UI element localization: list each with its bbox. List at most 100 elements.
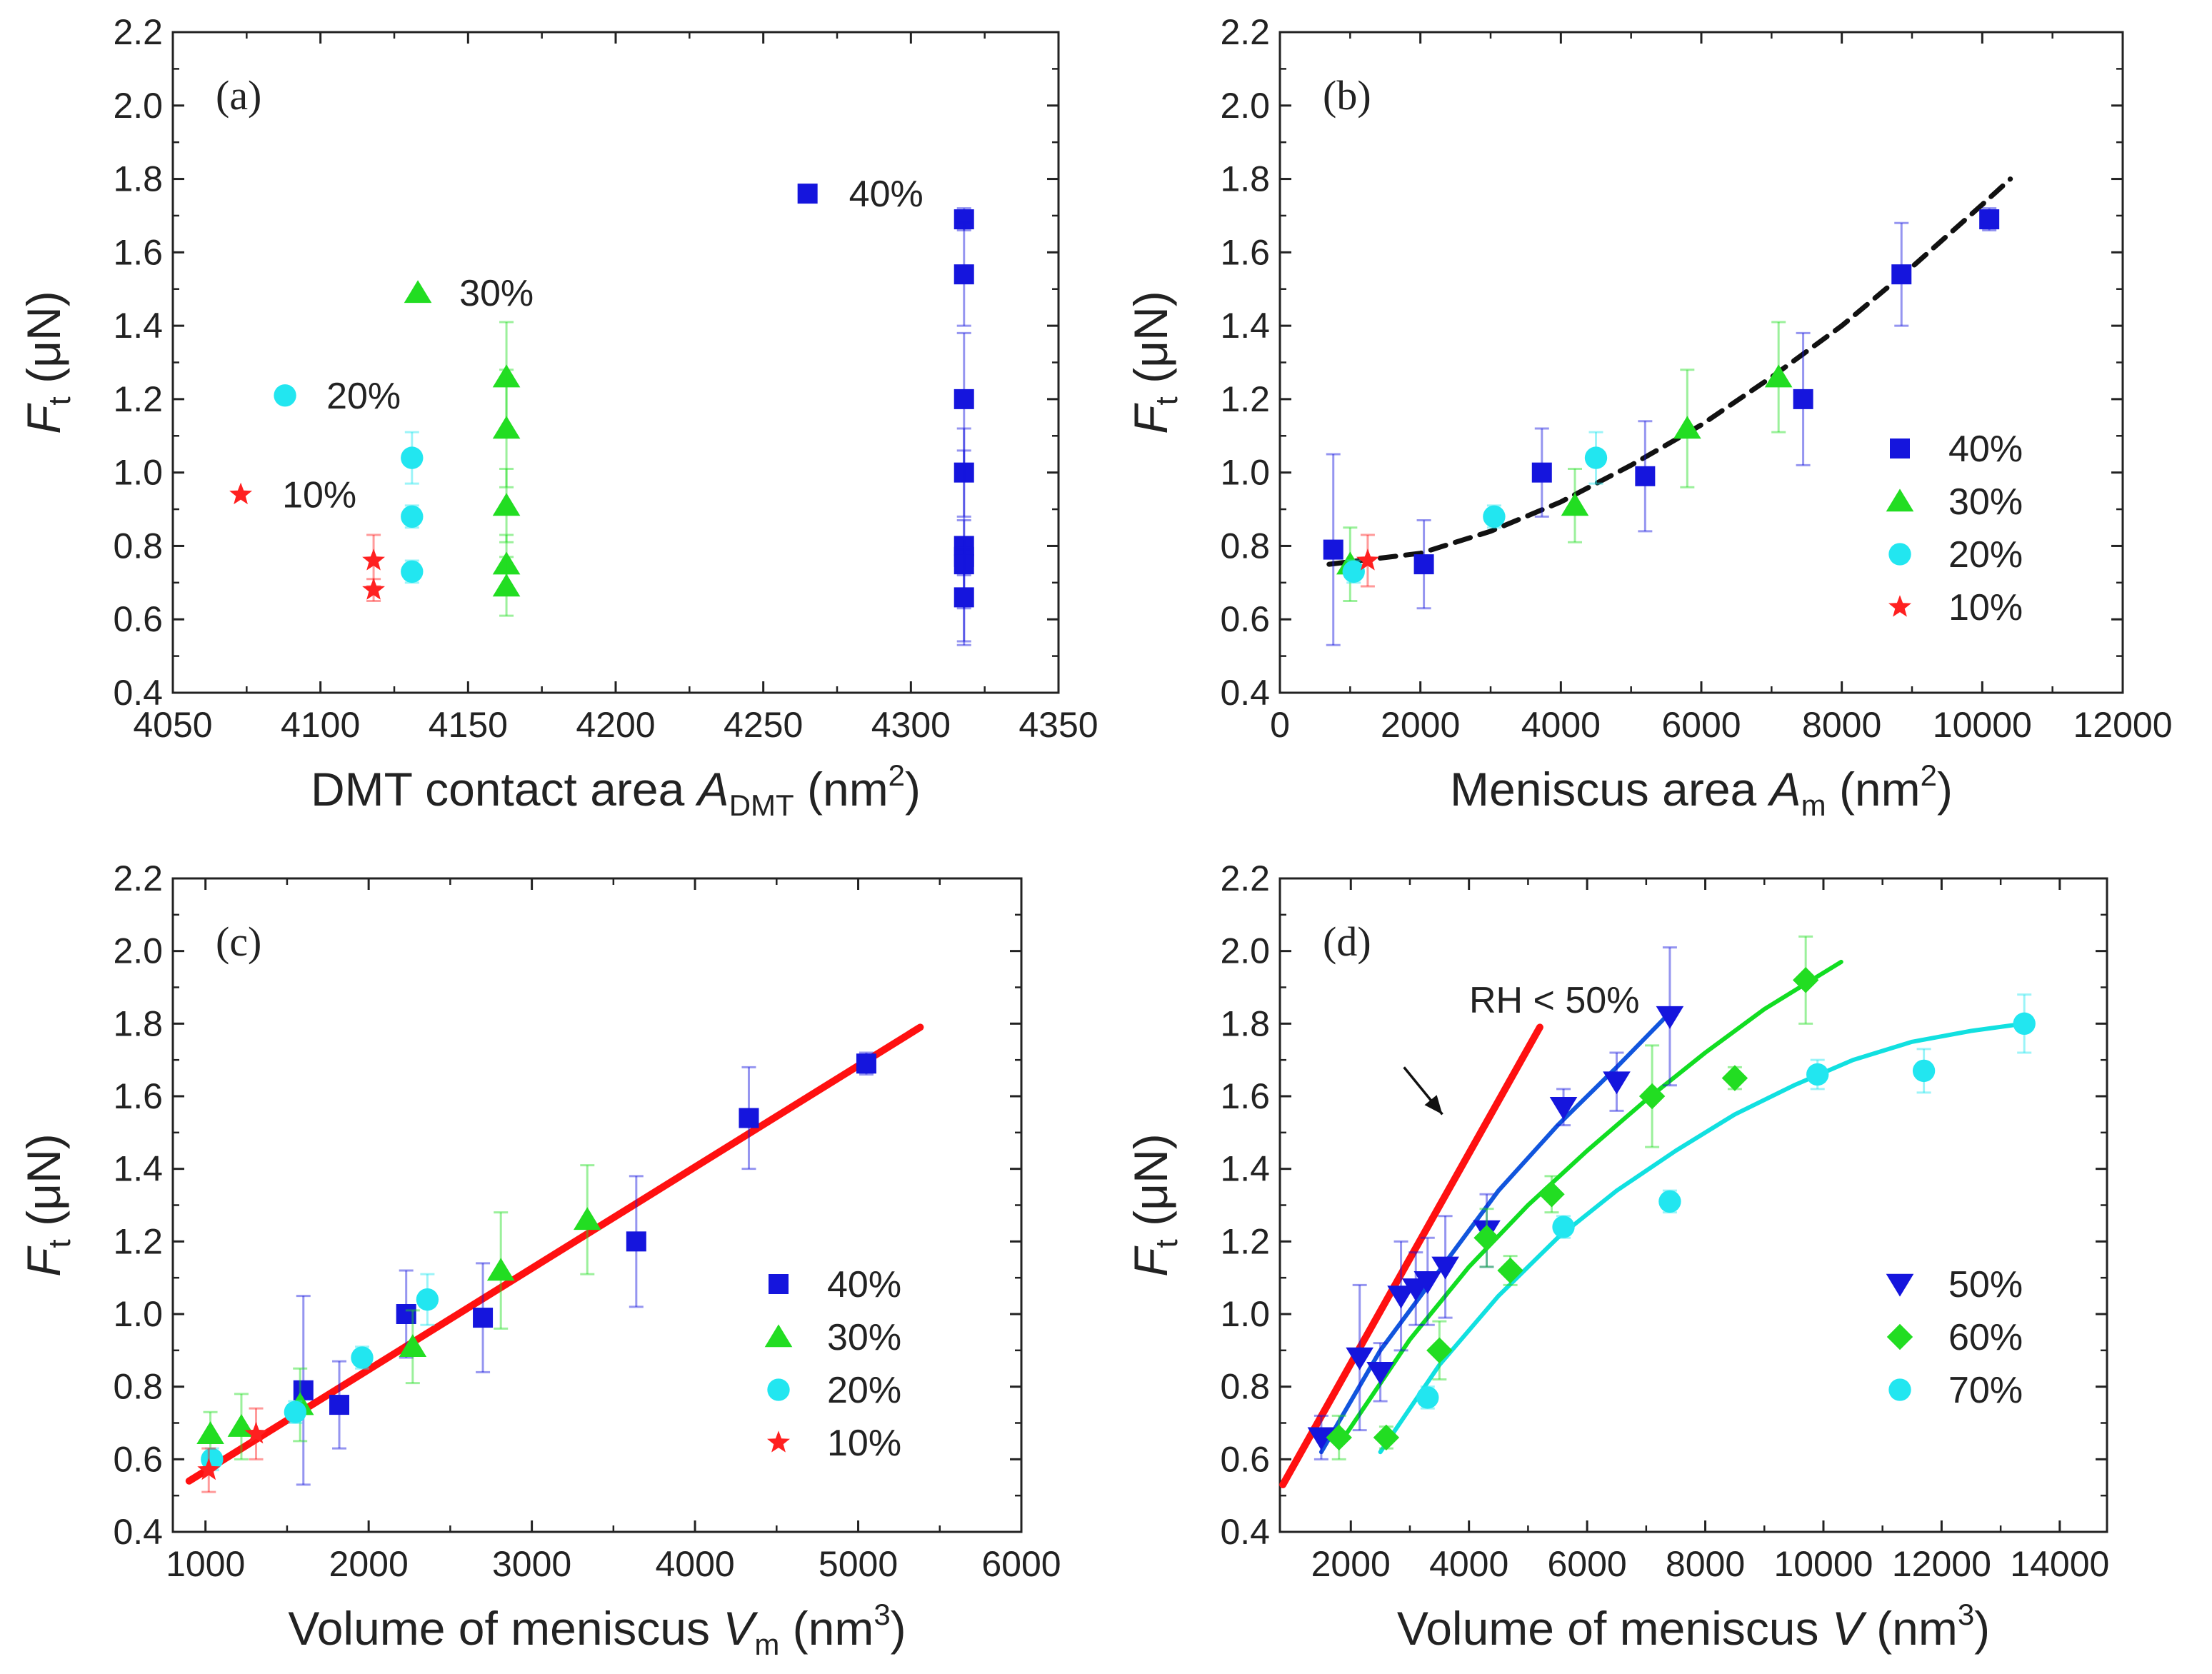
- data-point: [1603, 1071, 1631, 1095]
- data-point: [492, 551, 521, 575]
- y-tick-label: 0.4: [113, 673, 163, 713]
- data-point: [1387, 1285, 1415, 1309]
- data-point: [1635, 466, 1656, 486]
- data-point: [1483, 505, 1506, 528]
- y-axis-label: Ft (μN): [1124, 291, 1184, 434]
- data-point: [954, 554, 974, 575]
- legend-marker: [1888, 1378, 1911, 1401]
- data-point: [1473, 1225, 1500, 1251]
- data-point: [1793, 389, 1813, 409]
- data-point: [954, 389, 974, 409]
- legend: 40% 30% 20% 10%: [1886, 428, 2023, 628]
- data-point: [1531, 462, 1552, 483]
- fit-line: [1279, 1023, 1543, 1488]
- y-tick-label: 1.8: [113, 1003, 163, 1043]
- x-tick-label: 12000: [1892, 1544, 1991, 1584]
- data-point: [351, 1346, 374, 1369]
- data-point: [856, 1053, 876, 1074]
- legend-label: 40%: [827, 1264, 901, 1305]
- y-tick-label: 1.6: [1220, 1076, 1270, 1116]
- data-point: [492, 493, 521, 516]
- x-tick-label: 10000: [1773, 1544, 1873, 1584]
- y-tick-label: 2.0: [113, 931, 163, 971]
- data-point: [362, 578, 385, 600]
- data-point: [1326, 1424, 1352, 1451]
- fit-line: [1378, 1021, 2027, 1455]
- x-tick-label: 2000: [1311, 1544, 1391, 1584]
- data-point: [473, 1308, 494, 1328]
- x-axis-label: DMT contact area ADMT (nm2): [311, 758, 921, 822]
- y-tick-label: 1.2: [113, 379, 163, 419]
- x-tick-label: 4000: [1521, 705, 1601, 745]
- y-tick-label: 0.6: [113, 599, 163, 639]
- panel-label: (b): [1323, 72, 1371, 119]
- legend-label: 40%: [1948, 428, 2023, 470]
- data-point: [1346, 1347, 1373, 1370]
- fit-line: [1336, 959, 1843, 1447]
- panel-label: (a): [216, 72, 261, 119]
- y-tick-label: 1.6: [113, 1076, 163, 1116]
- y-tick-label: 1.6: [1220, 232, 1270, 272]
- annotation-label: 20%: [326, 376, 401, 417]
- x-tick-label: 4250: [724, 705, 803, 745]
- y-tick-label: 1.8: [113, 159, 163, 199]
- data-point: [954, 462, 974, 483]
- y-tick-label: 1.0: [1220, 1294, 1270, 1334]
- legend-marker: [1886, 1273, 1914, 1297]
- y-axis-label: Ft (μN): [17, 291, 77, 434]
- data-point: [954, 209, 974, 230]
- data-point: [329, 1395, 350, 1415]
- legend-label: 50%: [1948, 1264, 2023, 1305]
- data-point: [396, 1304, 416, 1324]
- annotation-label: 40%: [849, 174, 924, 215]
- fit-line: [1318, 1011, 1672, 1455]
- data-point: [244, 1422, 268, 1444]
- annotation-marker: [797, 184, 818, 204]
- data-point: [1342, 560, 1365, 583]
- y-tick-label: 2.2: [113, 858, 163, 898]
- x-tick-label: 4000: [1429, 1544, 1508, 1584]
- data-point: [492, 364, 521, 388]
- y-tick-label: 1.0: [113, 453, 163, 493]
- y-tick-label: 0.8: [113, 526, 163, 566]
- data-point: [1307, 1427, 1336, 1450]
- data-point: [1806, 1063, 1829, 1086]
- x-tick-label: 4100: [281, 705, 360, 745]
- x-axis-label: Volume of meniscus Vm (nm3): [288, 1598, 906, 1661]
- y-tick-label: 2.0: [113, 86, 163, 126]
- y-tick-label: 0.4: [1220, 673, 1270, 713]
- y-tick-label: 1.0: [113, 1294, 163, 1334]
- series-50%: [1307, 946, 1684, 1460]
- y-tick-label: 1.8: [1220, 1003, 1270, 1043]
- annotation-marker: [274, 384, 296, 407]
- legend-marker: [769, 1274, 789, 1294]
- series-10%: [197, 1407, 268, 1493]
- data-point: [1413, 554, 1434, 575]
- x-tick-label: 8000: [1802, 705, 1881, 745]
- data-point: [492, 416, 521, 439]
- data-point: [486, 1258, 515, 1281]
- data-point: [573, 1207, 601, 1231]
- data-point: [1792, 967, 1819, 993]
- legend-marker: [767, 1378, 790, 1401]
- y-tick-label: 1.2: [1220, 379, 1270, 419]
- y-tick-label: 1.6: [113, 232, 163, 272]
- data-point: [1979, 209, 2000, 230]
- data-point: [1764, 364, 1793, 388]
- x-tick-label: 4150: [429, 705, 508, 745]
- series-40%: [1323, 207, 2000, 646]
- data-point: [1366, 1362, 1394, 1385]
- x-tick-label: 4050: [133, 705, 212, 745]
- panel-d: 0.4 0.6 0.8 1.0 1.2 1.4 1.6 1.8 2.0 2.2 2000 4000 60…: [1124, 858, 2109, 1655]
- data-point: [954, 587, 974, 608]
- series-60%: [1326, 935, 1819, 1460]
- y-axis-label: Ft (μN): [17, 1133, 77, 1277]
- x-tick-label: 4350: [1019, 705, 1098, 745]
- data-point: [1561, 493, 1589, 516]
- legend-label: 20%: [827, 1370, 901, 1411]
- data-point: [1431, 1256, 1459, 1280]
- data-point: [401, 505, 424, 528]
- x-tick-label: 4200: [576, 705, 655, 745]
- y-tick-label: 0.6: [1220, 1439, 1270, 1479]
- x-tick-label: 1000: [166, 1544, 245, 1584]
